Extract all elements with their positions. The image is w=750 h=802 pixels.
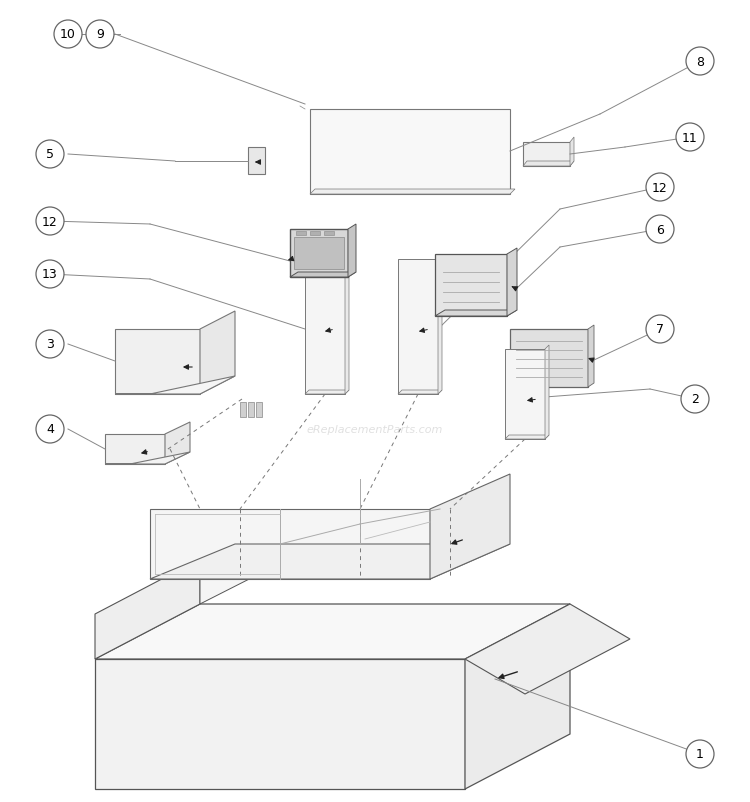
Polygon shape (115, 376, 235, 395)
Polygon shape (510, 330, 588, 387)
Polygon shape (438, 256, 442, 395)
Polygon shape (105, 452, 190, 464)
Polygon shape (570, 138, 574, 167)
Text: 10: 10 (60, 28, 76, 42)
Text: 8: 8 (696, 55, 704, 68)
Polygon shape (150, 509, 430, 579)
Text: 6: 6 (656, 223, 664, 237)
Polygon shape (105, 435, 165, 464)
Polygon shape (310, 190, 515, 195)
Polygon shape (465, 604, 630, 695)
Polygon shape (310, 232, 320, 236)
Polygon shape (398, 391, 442, 395)
Polygon shape (305, 260, 345, 395)
Text: 11: 11 (682, 132, 698, 144)
Polygon shape (115, 330, 200, 395)
Circle shape (646, 216, 674, 244)
Polygon shape (523, 143, 570, 167)
Polygon shape (150, 545, 510, 579)
Polygon shape (240, 403, 246, 418)
Text: eReplacementParts.com: eReplacementParts.com (307, 424, 443, 435)
Circle shape (86, 21, 114, 49)
Circle shape (681, 386, 709, 414)
Circle shape (676, 124, 704, 152)
Polygon shape (505, 435, 549, 439)
Text: 12: 12 (42, 215, 58, 229)
Polygon shape (465, 604, 570, 789)
Circle shape (36, 261, 64, 289)
Circle shape (646, 316, 674, 343)
Polygon shape (305, 391, 349, 395)
Polygon shape (248, 403, 254, 418)
Polygon shape (256, 403, 262, 418)
Polygon shape (95, 604, 570, 659)
Polygon shape (165, 423, 190, 464)
Circle shape (36, 330, 64, 358)
Polygon shape (310, 110, 510, 195)
Polygon shape (200, 312, 235, 395)
Text: 5: 5 (46, 148, 54, 161)
Polygon shape (398, 260, 438, 395)
Polygon shape (296, 232, 306, 236)
Circle shape (646, 174, 674, 202)
Polygon shape (345, 256, 349, 395)
Text: 12: 12 (652, 181, 668, 194)
Polygon shape (290, 273, 356, 277)
Polygon shape (430, 475, 510, 579)
Text: 3: 3 (46, 338, 54, 351)
Polygon shape (95, 659, 465, 789)
Polygon shape (507, 249, 517, 317)
Text: 1: 1 (696, 747, 704, 760)
Circle shape (36, 208, 64, 236)
Text: 7: 7 (656, 323, 664, 336)
Text: 2: 2 (691, 393, 699, 406)
Polygon shape (523, 162, 574, 167)
Circle shape (36, 415, 64, 444)
Circle shape (54, 21, 82, 49)
Text: 9: 9 (96, 28, 104, 42)
Polygon shape (505, 350, 545, 439)
Circle shape (686, 740, 714, 768)
Polygon shape (248, 148, 265, 175)
Circle shape (36, 141, 64, 168)
Polygon shape (435, 255, 507, 317)
Text: 4: 4 (46, 423, 54, 436)
Circle shape (686, 48, 714, 76)
Polygon shape (588, 326, 594, 387)
Polygon shape (348, 225, 356, 277)
Polygon shape (294, 237, 344, 269)
Polygon shape (435, 310, 517, 317)
Polygon shape (95, 559, 200, 659)
Text: 13: 13 (42, 268, 58, 282)
Polygon shape (200, 520, 265, 604)
Polygon shape (545, 346, 549, 439)
Polygon shape (324, 232, 334, 236)
Polygon shape (290, 229, 348, 277)
